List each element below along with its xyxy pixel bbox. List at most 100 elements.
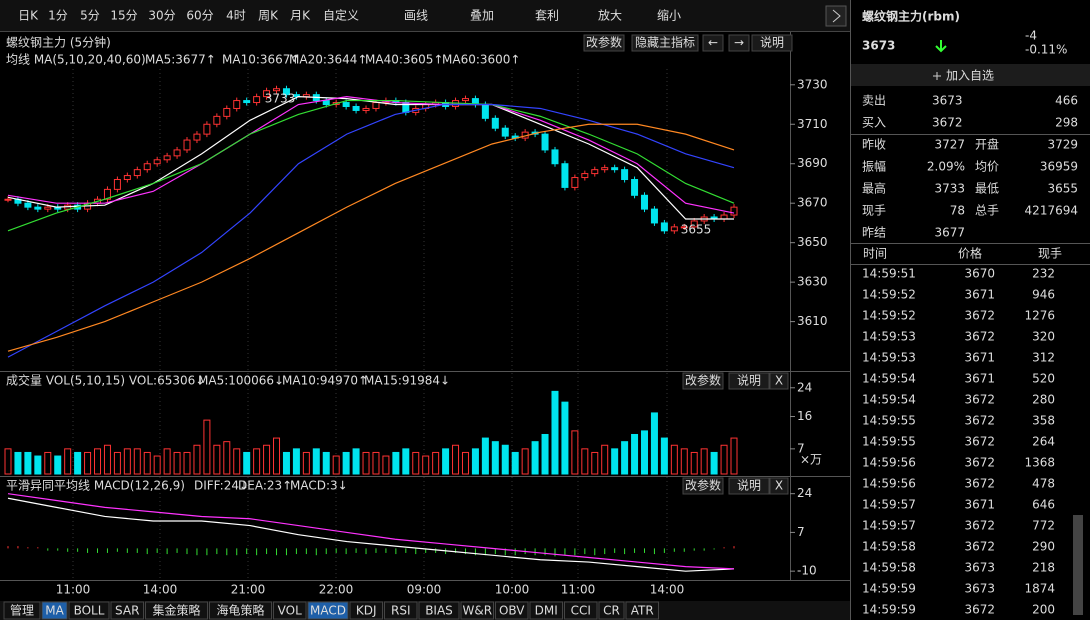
tab[interactable] <box>68 601 110 620</box>
toolbar-item[interactable]: 5分 <box>80 9 100 23</box>
toolbar-item[interactable]: 月K <box>290 9 311 23</box>
trade-price: 3673 <box>964 582 995 596</box>
candle <box>591 169 599 175</box>
book-price: 3673 <box>932 94 963 108</box>
candle <box>133 169 141 177</box>
trade-vol: 280 <box>1032 393 1055 407</box>
tab[interactable] <box>145 601 208 620</box>
button-label: 改参数 <box>685 478 721 493</box>
button[interactable] <box>728 477 770 495</box>
x-tick-label: 10:00 <box>495 583 530 597</box>
candle <box>24 202 32 208</box>
tab[interactable] <box>598 601 625 620</box>
tab[interactable] <box>529 601 563 620</box>
toolbar-item[interactable]: 4时 <box>226 9 246 23</box>
stat-label: 开盘 <box>975 137 999 152</box>
button-label: 改参数 <box>685 373 721 388</box>
plus-icon <box>933 72 941 80</box>
tab-label[interactable]: ATR <box>631 604 654 618</box>
button[interactable] <box>682 477 724 495</box>
tab[interactable] <box>418 601 460 620</box>
candle <box>123 175 131 181</box>
toolbar-item[interactable]: 周K <box>258 9 279 23</box>
scrollbar[interactable] <box>1073 515 1083 615</box>
button[interactable] <box>682 372 724 390</box>
tab-label[interactable]: W&R <box>462 604 492 618</box>
tab-label[interactable]: CR <box>603 604 620 618</box>
toolbar-item[interactable]: 缩小 <box>657 8 681 23</box>
candle <box>621 169 629 181</box>
tab[interactable] <box>495 601 529 620</box>
trade-time: 14:59:54 <box>862 393 916 407</box>
button[interactable] <box>728 34 750 52</box>
candle <box>203 123 211 135</box>
trade-time: 14:59:53 <box>862 330 916 344</box>
toolbar-item[interactable]: 自定义 <box>323 8 359 23</box>
volume-bar <box>432 451 440 475</box>
toolbar-item[interactable]: 60分 <box>186 9 213 23</box>
button-label: 说明 <box>760 35 784 50</box>
stat-value: 36959 <box>1040 160 1078 174</box>
candle <box>173 149 181 157</box>
button-label: 说明 <box>737 373 761 388</box>
stat-value: 2.09% <box>927 160 965 174</box>
button[interactable] <box>702 34 724 52</box>
button[interactable] <box>583 34 625 52</box>
button[interactable] <box>631 34 699 52</box>
tab-label[interactable]: 管理 <box>10 603 34 618</box>
toolbar-item[interactable]: 15分 <box>110 9 137 23</box>
tab-label[interactable]: OBV <box>499 604 525 618</box>
tab[interactable] <box>209 601 272 620</box>
button[interactable] <box>728 372 770 390</box>
tab[interactable] <box>460 601 494 620</box>
tab-label[interactable]: KDJ <box>356 604 377 618</box>
tab[interactable] <box>110 601 144 620</box>
tab[interactable] <box>564 601 598 620</box>
tab-label[interactable]: RSI <box>391 604 411 618</box>
trade-time: 14:59:52 <box>862 309 916 323</box>
trade-price: 3671 <box>964 351 995 365</box>
tab-label[interactable]: MACD <box>310 604 346 618</box>
add-watch[interactable]: 加入自选 <box>946 69 994 83</box>
tab[interactable] <box>384 601 418 620</box>
y-tick-label: 24 <box>797 486 812 500</box>
tab[interactable] <box>625 601 659 620</box>
tab-label[interactable]: VOL <box>278 604 302 618</box>
volume-bar <box>233 448 241 475</box>
volume-bar <box>123 448 131 475</box>
button-label: X <box>775 374 783 388</box>
candle <box>541 133 549 151</box>
tab[interactable] <box>307 601 349 620</box>
toolbar-item[interactable]: 30分 <box>148 9 175 23</box>
tab[interactable] <box>41 601 68 620</box>
trade-time: 14:59:59 <box>862 582 916 596</box>
tab-label[interactable]: 集金策略 <box>152 603 200 618</box>
toolbar-item[interactable]: 画线 <box>404 9 428 23</box>
tab-label[interactable]: DMI <box>535 604 558 618</box>
candle <box>352 105 360 111</box>
volume-bar <box>312 448 320 475</box>
stat-value: 3655 <box>1047 182 1078 196</box>
toolbar-item[interactable]: 日K <box>18 9 39 23</box>
toolbar-item[interactable]: 放大 <box>598 8 622 23</box>
tab[interactable] <box>3 601 41 620</box>
tab-label[interactable]: 海龟策略 <box>216 603 264 618</box>
scroll-btn[interactable] <box>825 5 847 27</box>
tab-label[interactable]: BOLL <box>74 604 105 618</box>
toolbar-item[interactable]: 叠加 <box>470 9 494 23</box>
tab-label[interactable]: SAR <box>115 604 139 618</box>
tab[interactable] <box>349 601 383 620</box>
volume-bar <box>650 412 658 475</box>
volume-bar <box>640 430 648 475</box>
button[interactable] <box>769 477 789 495</box>
tab[interactable] <box>273 601 307 620</box>
tab-label[interactable]: CCI <box>571 604 591 618</box>
button[interactable] <box>769 372 789 390</box>
toolbar-item[interactable]: 套利 <box>535 9 559 23</box>
toolbar-item[interactable]: 1分 <box>48 9 68 23</box>
tab-label[interactable]: BIAS <box>425 604 453 618</box>
volume-bar <box>392 451 400 475</box>
candle <box>730 206 738 216</box>
tab-label[interactable]: MA <box>45 604 64 618</box>
button[interactable] <box>751 34 793 52</box>
